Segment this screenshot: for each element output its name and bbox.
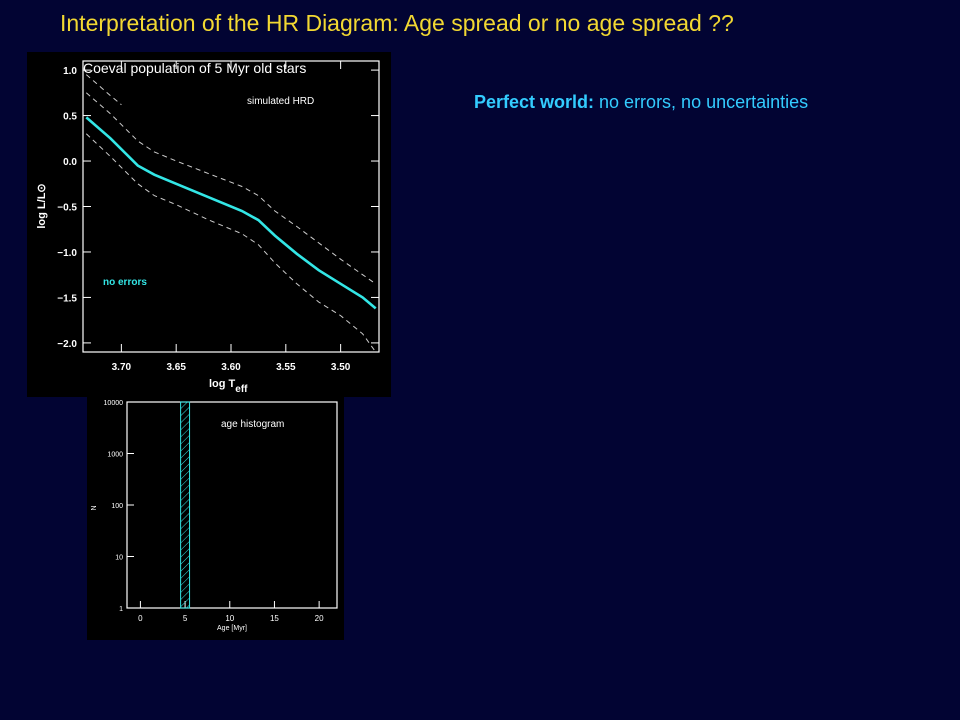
hrd-chart: 3.70 3.65 3.60 3.55 3.50 1.0 0.5 0.0 −0.5 −1.0 −1.… <box>36 60 380 395</box>
slide-title: Interpretation of the HR Diagram: Age sp… <box>60 10 734 36</box>
hrd-legend-label: no errors <box>103 277 147 288</box>
histogram-title: age histogram <box>221 419 284 430</box>
hrd-y-tick-label: −1.0 <box>57 248 77 259</box>
hrd-x-tick-label: 3.50 <box>331 362 351 373</box>
hrd-series-upper-bound <box>85 92 376 285</box>
hrd-x-tick-label: 3.55 <box>276 362 296 373</box>
histogram-x-tick-label: 0 <box>138 614 143 623</box>
histogram-y-tick-label: 10 <box>115 555 123 562</box>
histogram-y-tick-label: 1000 <box>107 452 123 459</box>
hrd-y-tick-label: −2.0 <box>57 339 77 350</box>
hrd-y-tick-label: 0.0 <box>63 157 77 168</box>
hrd-x-tick-label: 3.60 <box>221 362 241 373</box>
hrd-y-tick-label: 1.0 <box>63 66 77 77</box>
histogram-panel: 0 5 10 15 20 1 10 100 1000 10000 age histogram Age … <box>87 396 344 640</box>
histogram-y-axis-label: N <box>91 505 98 510</box>
hrd-x-tick-label: 3.70 <box>112 362 132 373</box>
hrd-y-tick-label: −0.5 <box>57 203 77 214</box>
histogram-chart: 0 5 10 15 20 1 10 100 1000 10000 age histogram Age … <box>91 400 338 632</box>
histogram-y-tick-label: 100 <box>111 503 123 510</box>
hrd-series-outer-envelope <box>85 74 122 106</box>
histogram-y-tick-label: 10000 <box>104 400 124 407</box>
hrd-x-tick-label: 3.65 <box>166 362 186 373</box>
hrd-series-isochrone <box>85 116 377 310</box>
histogram-bar <box>180 401 191 609</box>
histogram-x-tick-label: 5 <box>183 614 188 623</box>
hrd-x-axis-label: log Teff <box>209 378 248 395</box>
subtitle-rest: no errors, no uncertainties <box>594 92 809 112</box>
subtitle-bold: Perfect world: <box>474 92 595 112</box>
histogram-x-tick-label: 20 <box>315 614 324 623</box>
histogram-x-tick-label: 15 <box>270 614 279 623</box>
subtitle: Perfect world: no errors, no uncertainti… <box>474 92 808 113</box>
hrd-series-lower-bound <box>85 133 377 353</box>
histogram-x-axis-label: Age [Myr] <box>217 625 247 632</box>
histogram-plot-frame <box>126 401 338 609</box>
hrd-y-axis-label: log L/L⊙ <box>36 183 48 228</box>
hrd-annotation: simulated HRD <box>247 96 314 107</box>
hrd-chart-title: Coeval population of 5 Myr old stars <box>83 60 307 76</box>
hrd-panel: 3.70 3.65 3.60 3.55 3.50 1.0 0.5 0.0 −0.5 −1.0 −1.… <box>27 52 391 397</box>
hrd-y-tick-label: −1.5 <box>57 293 77 304</box>
histogram-y-tick-label: 1 <box>119 606 123 613</box>
hrd-y-tick-label: 0.5 <box>63 112 77 123</box>
histogram-x-tick-label: 10 <box>225 614 234 623</box>
